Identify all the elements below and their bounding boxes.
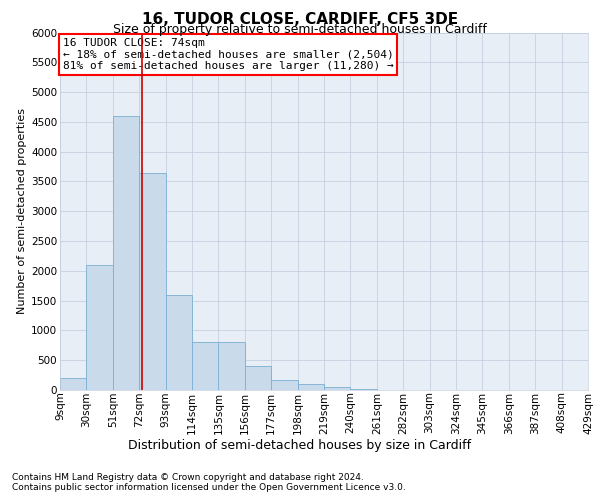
Bar (60, 378, 86, 390)
Text: 16 TUDOR CLOSE: 74sqm
← 18% of semi-detached houses are smaller (2,504)
81% of s: 16 TUDOR CLOSE: 74sqm ← 18% of semi-deta… (62, 38, 394, 71)
Bar (324, 387, 350, 390)
Text: Size of property relative to semi-detached houses in Cardiff: Size of property relative to semi-detach… (113, 22, 487, 36)
Text: Contains public sector information licensed under the Open Government Licence v3: Contains public sector information licen… (12, 484, 406, 492)
Bar (86, 265, 113, 390)
Bar (166, 294, 192, 390)
Bar (139, 172, 166, 390)
Bar (271, 380, 298, 390)
Bar (192, 342, 218, 390)
Bar (113, 116, 139, 390)
Text: Distribution of semi-detached houses by size in Cardiff: Distribution of semi-detached houses by … (128, 440, 472, 452)
Bar (245, 366, 271, 390)
Bar (350, 389, 377, 390)
Text: 16, TUDOR CLOSE, CARDIFF, CF5 3DE: 16, TUDOR CLOSE, CARDIFF, CF5 3DE (142, 12, 458, 28)
Bar (298, 384, 324, 390)
Y-axis label: Number of semi-detached properties: Number of semi-detached properties (17, 108, 27, 314)
Text: Contains HM Land Registry data © Crown copyright and database right 2024.: Contains HM Land Registry data © Crown c… (12, 474, 364, 482)
Bar (218, 342, 245, 390)
